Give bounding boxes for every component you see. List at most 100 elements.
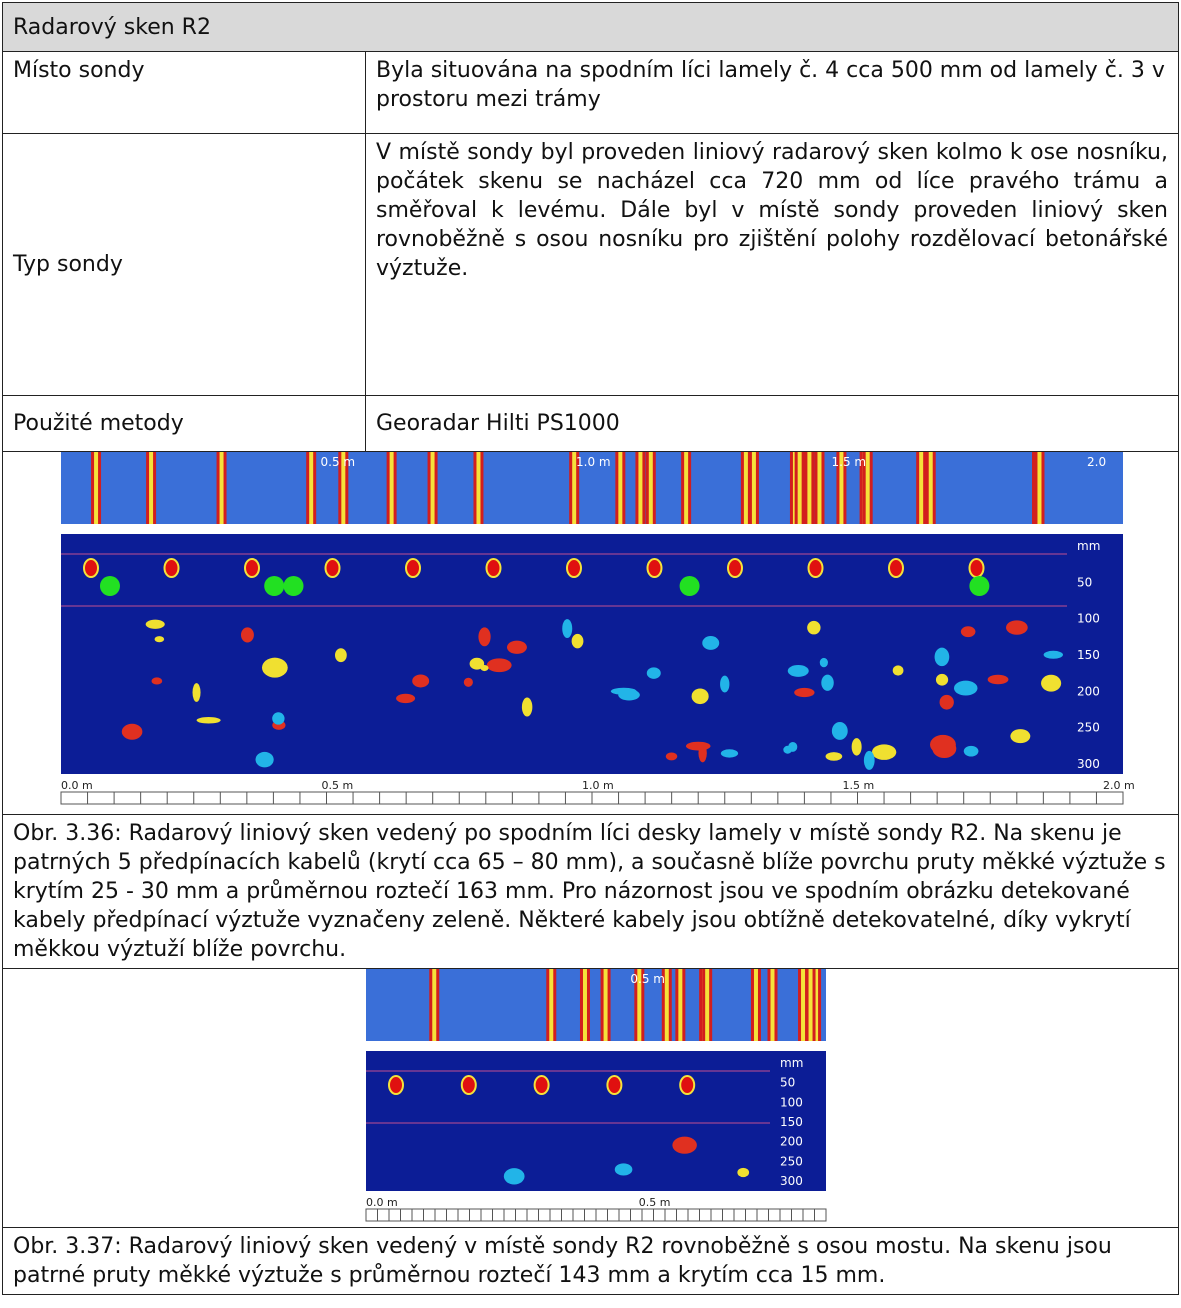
noise-blob (486, 658, 511, 672)
rebar-blob (808, 559, 822, 577)
stripe (751, 452, 755, 524)
noise-blob (646, 667, 660, 678)
stripe (865, 452, 869, 524)
row-value: Georadar Hilti PS1000 (366, 396, 1179, 452)
rebar-blob (486, 559, 500, 577)
radar-image: 0.5 mmm501001502002503000.0 m0.5 m (348, 969, 834, 1227)
noise-blob (851, 738, 861, 755)
table-title: Radarový sken R2 (3, 3, 1179, 52)
depth-label: 300 (780, 1174, 803, 1188)
stripe (94, 452, 98, 524)
rebar-blob (534, 1076, 548, 1094)
stripe (582, 969, 586, 1041)
noise-blob (562, 619, 572, 638)
noise-blob (819, 658, 827, 667)
noise-blob (691, 688, 708, 704)
scan-area (366, 1051, 826, 1191)
noise-blob (480, 665, 488, 671)
rebar-blob (567, 559, 581, 577)
noise-blob (672, 1137, 696, 1154)
noise-blob (737, 1168, 749, 1177)
ruler-label: 0.0 m (61, 779, 93, 792)
noise-blob (610, 688, 636, 695)
noise-blob (871, 744, 895, 760)
rebar-blob (164, 559, 178, 577)
ruler-label: 0.5 m (638, 1196, 670, 1209)
stripe (149, 452, 153, 524)
noise-blob (821, 675, 833, 691)
noise-blob (930, 735, 956, 754)
stripe (1037, 452, 1041, 524)
row-value: Byla situována na spodním líci lamely č.… (366, 52, 1179, 134)
noise-blob (478, 627, 490, 646)
rebar-blob (889, 559, 903, 577)
stripe (801, 969, 805, 1041)
rebar-blob (728, 559, 742, 577)
noise-blob (1010, 729, 1030, 743)
scale-label: 2.0 (1087, 455, 1106, 469)
caption: Obr. 3.37: Radarový liniový sken vedený … (3, 1228, 1179, 1295)
noise-blob (1041, 675, 1061, 692)
scale-label: 1.5 m (831, 455, 866, 469)
stripe (770, 969, 774, 1041)
rebar-blob (461, 1076, 475, 1094)
noise-blob (255, 752, 273, 768)
depth-label: 100 (1077, 612, 1100, 626)
rebar-blob (84, 559, 98, 577)
noise-blob (892, 665, 903, 675)
noise-blob (702, 636, 719, 650)
row-value: V místě sondy byl proveden liniový radar… (366, 134, 1179, 396)
rebar-blob (969, 559, 983, 577)
stripe (817, 452, 821, 524)
noise-blob (571, 634, 583, 648)
depth-label: 100 (780, 1095, 803, 1109)
noise-blob (685, 742, 710, 751)
noise-blob (335, 648, 347, 662)
stripe (743, 452, 747, 524)
depth-label: mm (1077, 539, 1100, 553)
noise-blob (196, 717, 220, 724)
noise-blob (825, 752, 842, 761)
row-label: Typ sondy (3, 134, 366, 396)
noise-blob (807, 621, 820, 635)
depth-label: 300 (1077, 757, 1100, 771)
noise-blob (794, 688, 814, 697)
stripe (638, 452, 642, 524)
stripe (432, 969, 436, 1041)
noise-blob (396, 694, 415, 703)
rebar-blob (389, 1076, 403, 1094)
stripe (389, 452, 393, 524)
noise-blob (939, 695, 953, 710)
stripe (549, 969, 553, 1041)
depth-label: 200 (1077, 684, 1100, 698)
scale-label: 0.5 m (630, 972, 665, 986)
noise-blob (412, 675, 429, 688)
rebar-blob (607, 1076, 621, 1094)
noise-blob (987, 675, 1008, 685)
noise-blob (192, 683, 200, 702)
stripe (603, 969, 607, 1041)
scale-label: 0.5 m (320, 455, 355, 469)
depth-label: 50 (780, 1076, 795, 1090)
noise-blob (720, 749, 737, 757)
scan-area (61, 534, 1123, 774)
noise-blob (783, 746, 792, 754)
noise-blob (960, 626, 975, 637)
rebar-blob (680, 1076, 694, 1094)
rebar-blob (325, 559, 339, 577)
noise-blob (614, 1163, 632, 1175)
stripe (678, 969, 682, 1041)
scale-label: 1.0 m (576, 455, 611, 469)
stripe (618, 452, 622, 524)
noise-blob (934, 648, 949, 667)
stripe (797, 452, 801, 524)
ruler-label: 1.0 m (582, 779, 614, 792)
cable-marker (283, 576, 303, 596)
cable-marker (264, 576, 284, 596)
noise-blob (261, 658, 287, 678)
stripe (430, 452, 434, 524)
ruler-label: 2.0 m (1103, 779, 1135, 792)
